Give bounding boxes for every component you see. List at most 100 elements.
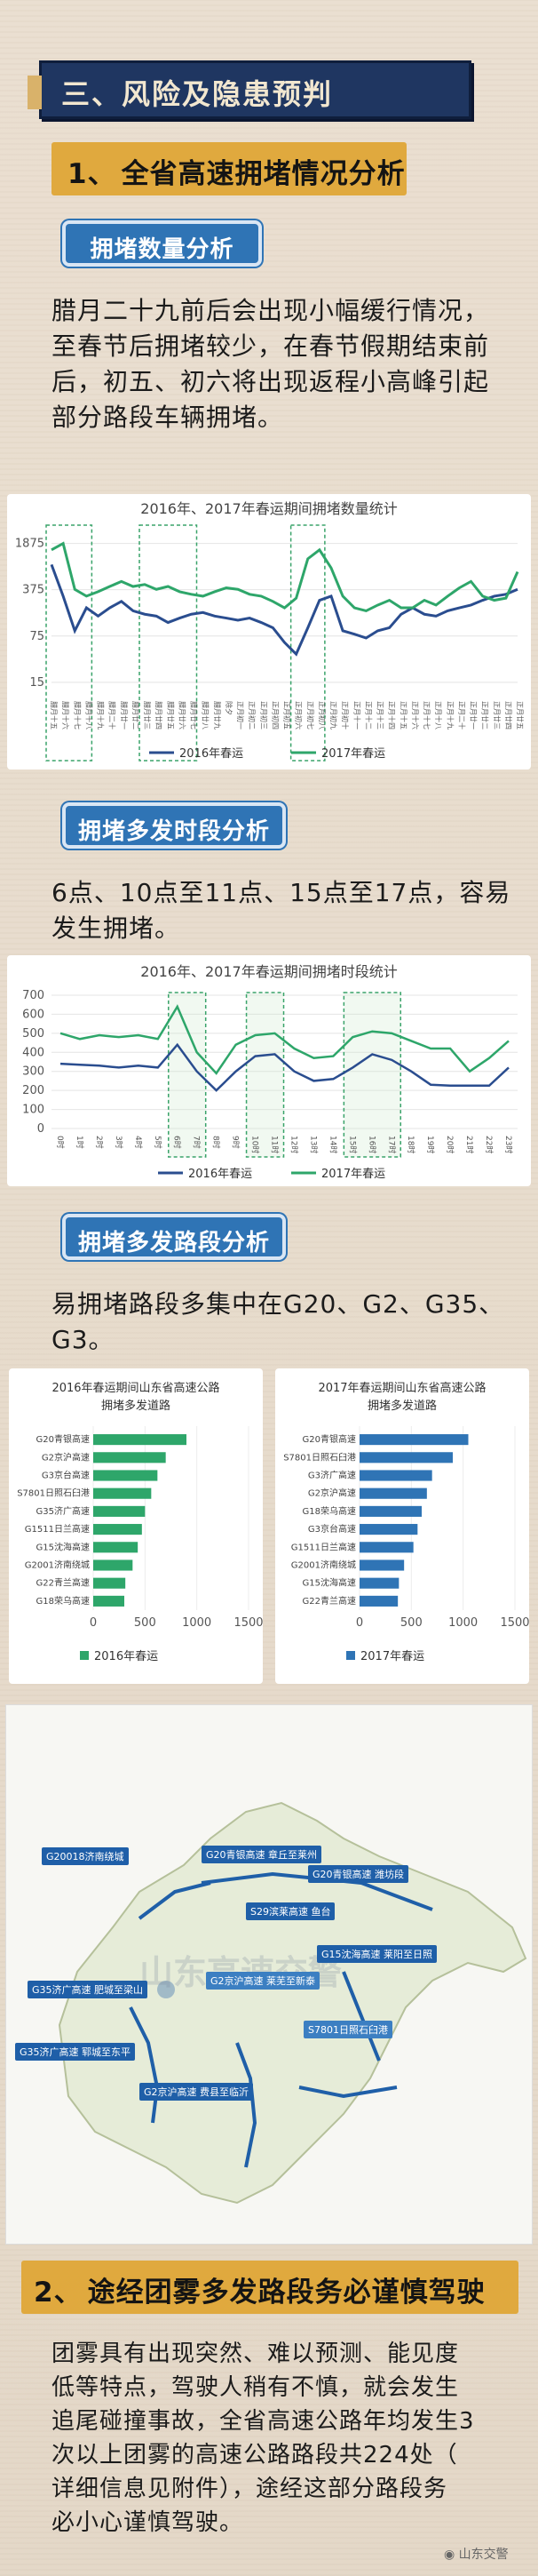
legend-swatch [346, 1651, 355, 1660]
bar [93, 1505, 146, 1517]
highlight-box [45, 524, 93, 762]
bar [93, 1524, 142, 1535]
x-tick-label: 正月初五 [283, 701, 292, 730]
legend-label: 2016年春运 [179, 747, 243, 761]
map-label: S29滨莱高速 鱼台 [246, 1902, 336, 1920]
y-tick-label: G35济广高速 [36, 1505, 90, 1517]
highlight-box [245, 992, 285, 1158]
y-tick-label: 500 [22, 1027, 44, 1041]
y-tick-label: 15 [29, 676, 44, 690]
legend-label: 2017年春运 [321, 747, 385, 761]
subsection-1-heading: 1、 全省高速拥堵情况分析 [51, 142, 407, 195]
x-tick-label: 4时 [133, 1136, 144, 1149]
x-tick-label: 正月初十 [341, 701, 350, 730]
series-line [59, 1042, 510, 1092]
x-tick-label: 腊月十六 [61, 701, 70, 730]
y-tick-label: G1511日兰高速 [291, 1541, 356, 1552]
bar [93, 1487, 152, 1499]
y-tick-label: 75 [29, 630, 44, 643]
x-tick-label: 3时 [114, 1136, 124, 1149]
bar [360, 1595, 399, 1607]
chart-title: 2016年、2017年春运期间拥堵时段统计 [140, 963, 397, 980]
x-tick-label: 正月廿四 [504, 701, 513, 730]
map-label: G35济广高速 肥城至梁山 [28, 1981, 148, 1998]
x-tick-label: 15时 [347, 1136, 358, 1153]
bar [93, 1542, 138, 1553]
y-tick-label: 700 [22, 989, 44, 1002]
bar [360, 1452, 453, 1463]
chart-congestion-time-svg: 2016年、2017年春运期间拥堵时段统计 0 100 200 300 400 500 600… [22, 963, 518, 1181]
highlight-box [343, 992, 402, 1158]
x-tick-label: 腊月廿六 [178, 701, 186, 730]
x-tick-label: 正月十三 [376, 701, 385, 730]
pill-congestion-count: 拥堵数量分析 [62, 220, 262, 267]
para1-line: 至春节后拥堵较少，在春节假期结束前 [51, 331, 490, 361]
bar [360, 1470, 432, 1481]
para4-line: 必小心谨慎驾驶。 [51, 2509, 244, 2536]
x-tick-label: 正月廿五 [516, 701, 525, 730]
legend-label: 2017年春运 [321, 1168, 385, 1181]
subsection-2-title: 途经团雾多发路段务必谨慎驾驶 [87, 2277, 486, 2309]
map-label: G2京沪高速 莱芜至新泰 [206, 1972, 320, 1990]
highlight-box [138, 524, 198, 762]
bar [360, 1434, 469, 1446]
bar [93, 1577, 126, 1589]
x-tick-label: 7时 [192, 1136, 202, 1149]
bar [360, 1524, 418, 1535]
chart-roads-2017: 2017年春运期间山东省高速公路 拥堵多发道路 0 500 1000 1500 G20青银高… [275, 1368, 530, 1684]
map-label: G2京沪高速 费县至临沂 [139, 2083, 254, 2101]
pill-congestion-count-label: 拥堵数量分析 [90, 236, 234, 263]
y-tick-label: G15沈海高速 [303, 1577, 356, 1589]
y-tick-label: 1875 [15, 538, 44, 551]
y-tick-label: 375 [22, 584, 44, 597]
pill-congestion-time: 拥堵多发时段分析 [62, 802, 286, 849]
map-label: G35济广高速 郓城至东平 [15, 2043, 136, 2061]
highlight-box [289, 524, 326, 762]
series-line [50, 563, 518, 657]
x-tick-label: 正月初一 [236, 701, 245, 730]
map-label: G20青银高速 潍坊段 [308, 1865, 409, 1883]
footer-watermark-text: 山东交警 [458, 2548, 509, 2562]
x-tick-label: 正月十六 [411, 701, 420, 730]
x-tick-label: 1时 [75, 1136, 85, 1149]
y-tick-label: G3京台高速 [308, 1523, 356, 1535]
bar [93, 1452, 166, 1463]
x-tick-label: 腊月十五 [50, 701, 59, 730]
para3-line: G3。 [51, 1325, 115, 1354]
subsection-1-num: 1、 [67, 158, 116, 190]
x-tick-label: 腊月廿二 [131, 701, 140, 730]
x-tick-label: 6时 [172, 1136, 183, 1149]
x-tick-label: 5时 [153, 1136, 163, 1149]
y-tick-label: G3济广高速 [308, 1470, 356, 1481]
x-tick-label: 18时 [406, 1136, 416, 1153]
paragraph-4: 团雾具有出现突然、难以预测、能见度 低等特点，驾驶人稍有不慎，就会发生 追尾碰撞… [51, 2337, 513, 2540]
x-tick-label: 正月初四 [271, 701, 280, 730]
legend-label: 2016年春运 [94, 1650, 158, 1663]
x-tick-label: 腊月十九 [97, 701, 106, 730]
x-tick-label: 9时 [231, 1136, 241, 1149]
legend-label: 2016年春运 [188, 1168, 252, 1181]
para3-line: 易拥堵路段多集中在G20、G2、G35、 [51, 1289, 505, 1319]
y-tick-label: S7801日照石臼港 [17, 1488, 90, 1499]
shandong-map: 山东高速交警 G20018济南绕城 G20青银高速 章丘至莱州 S29滨莱高速 … [5, 1704, 533, 2245]
x-tick-label: 21时 [464, 1136, 475, 1153]
x-tick-label: 正月十四 [388, 701, 397, 730]
chart-title: 2017年春运期间山东省高速公路 [318, 1381, 486, 1395]
x-tick-label: 1000 [182, 1616, 211, 1630]
pill-congestion-time-label: 拥堵多发时段分析 [77, 818, 270, 845]
x-tick-label: 1000 [448, 1616, 478, 1630]
x-tick-label: 10时 [250, 1136, 261, 1153]
y-tick-label: G15沈海高速 [36, 1541, 90, 1552]
x-tick-label: 17时 [386, 1136, 397, 1153]
y-tick-label: G18荣乌高速 [303, 1505, 356, 1517]
x-tick-label: 正月十五 [400, 701, 408, 730]
bar [93, 1470, 158, 1481]
para4-line: 团雾具有出现突然、难以预测、能见度 [51, 2341, 460, 2367]
map-label: G20青银高速 章丘至莱州 [202, 1846, 322, 1863]
x-tick-label: 腊月廿三 [143, 701, 152, 730]
y-tick-label: G2京沪高速 [42, 1451, 90, 1463]
x-tick-label: 23时 [503, 1136, 514, 1153]
x-tick-label: 8时 [211, 1136, 222, 1149]
chart-title: 拥堵多发道路 [101, 1399, 170, 1413]
x-tick-label: 腊月二十 [108, 701, 117, 730]
